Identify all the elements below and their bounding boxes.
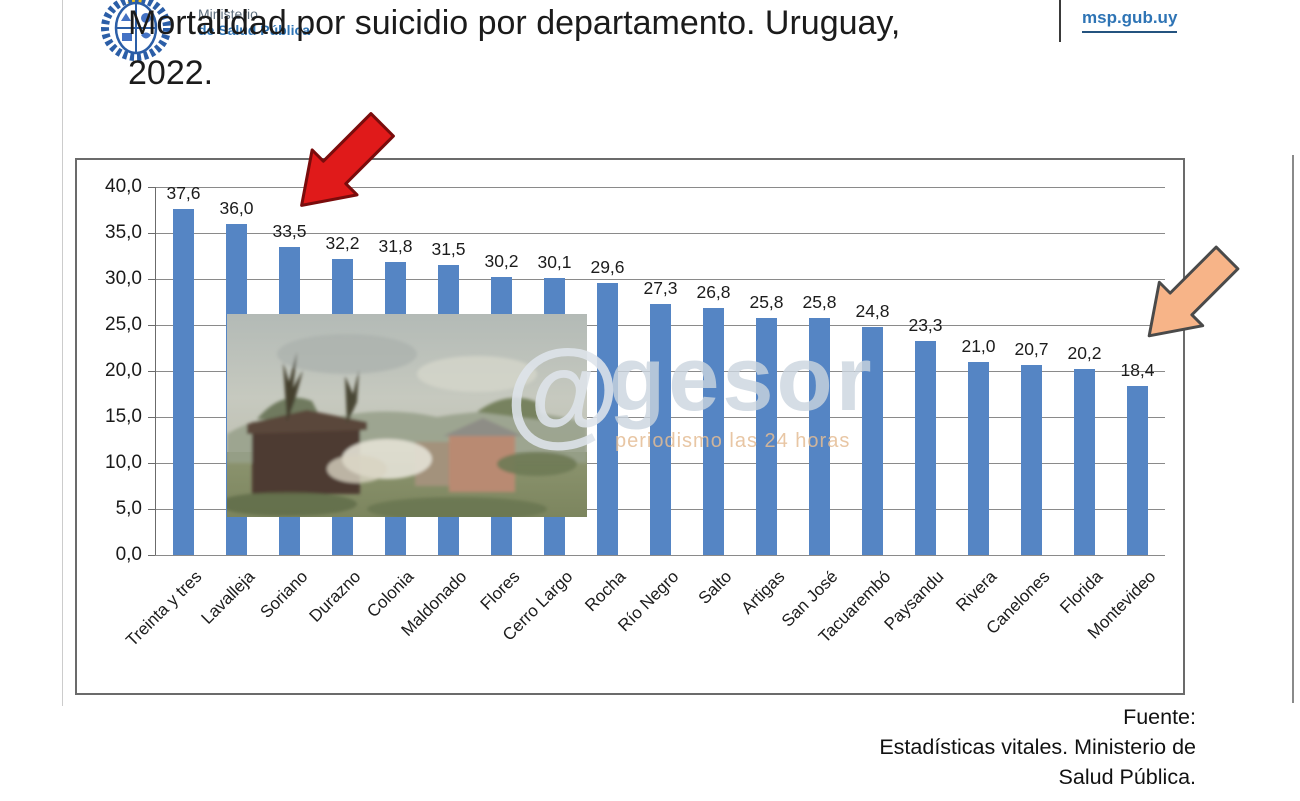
bar xyxy=(173,209,194,555)
bar-value-label: 33,5 xyxy=(272,220,307,241)
bar-value-label: 31,8 xyxy=(378,236,413,257)
uruguay-coat-of-arms-logo xyxy=(99,0,173,66)
y-axis-tick-label: 40,0 xyxy=(105,176,142,197)
bar xyxy=(650,303,671,555)
y-axis-tick xyxy=(148,555,155,556)
bar-value-label: 36,0 xyxy=(219,197,254,218)
y-axis-line xyxy=(155,187,156,555)
y-axis-tick-label: 20,0 xyxy=(105,360,142,381)
slide-title: Mortalidad por suicidio por departamento… xyxy=(128,6,1198,90)
bar-value-label: 25,8 xyxy=(749,291,784,312)
bar xyxy=(756,317,777,555)
y-axis-tick-label: 5,0 xyxy=(115,498,142,519)
msp-website-link[interactable]: msp.gub.uy xyxy=(1082,8,1178,33)
y-axis-tick-label: 0,0 xyxy=(115,544,142,565)
y-axis-tick xyxy=(148,279,155,280)
gridline xyxy=(155,233,1165,234)
bar-value-label: 25,8 xyxy=(802,291,837,312)
bar xyxy=(703,308,724,555)
bar-value-label: 37,6 xyxy=(166,183,201,204)
slide-title-line2: 2022. xyxy=(128,54,214,92)
landscape-painting-overlay xyxy=(217,314,587,521)
ministry-wordmark: Ministerio de Salud Pública xyxy=(198,6,310,38)
bar-value-label: 30,2 xyxy=(484,251,519,272)
bar xyxy=(968,361,989,555)
gridline xyxy=(155,555,1165,556)
bar-value-label: 27,3 xyxy=(643,277,678,298)
y-axis-tick-label: 35,0 xyxy=(105,222,142,243)
y-axis-tick-label: 15,0 xyxy=(105,406,142,427)
slide-edge-line-left xyxy=(62,0,63,706)
y-axis-tick xyxy=(148,509,155,510)
bar xyxy=(597,282,618,555)
y-axis-tick xyxy=(148,325,155,326)
watermark-name: gesor xyxy=(609,328,875,430)
bar-value-label: 21,0 xyxy=(961,335,996,356)
bar xyxy=(862,326,883,555)
bar xyxy=(1127,385,1148,555)
bar-value-label: 26,8 xyxy=(696,282,731,303)
ministry-name-line2: de Salud Pública xyxy=(198,22,311,39)
bar-value-label: 23,3 xyxy=(908,314,943,335)
source-note: Fuente: Estadísticas vitales. Ministerio… xyxy=(700,702,1196,792)
source-line3: Salud Pública. xyxy=(1058,765,1196,790)
bar-value-label: 24,8 xyxy=(855,300,890,321)
top-right-divider-line xyxy=(1059,0,1061,42)
source-line2: Estadísticas vitales. Ministerio de xyxy=(879,735,1196,760)
bar xyxy=(1074,369,1095,555)
bar-value-label: 32,2 xyxy=(325,232,360,253)
y-axis-tick xyxy=(148,187,155,188)
ministry-name-line1: Ministerio xyxy=(198,6,258,22)
bar-value-label: 20,7 xyxy=(1014,338,1049,359)
bar-value-label: 31,5 xyxy=(431,239,466,260)
bar xyxy=(1021,364,1042,555)
bar-value-label: 20,2 xyxy=(1067,343,1102,364)
y-axis-tick xyxy=(148,371,155,372)
gridline xyxy=(155,279,1165,280)
y-axis-tick xyxy=(148,417,155,418)
y-axis-tick-label: 10,0 xyxy=(105,452,142,473)
y-axis-tick xyxy=(148,233,155,234)
orange-arrow-annotation-icon xyxy=(1135,231,1253,356)
slide-edge-line-right xyxy=(1292,155,1294,703)
y-axis-tick-label: 25,0 xyxy=(105,314,142,335)
bar-value-label: 18,4 xyxy=(1120,359,1155,380)
bar xyxy=(809,317,830,555)
bar-value-label: 29,6 xyxy=(590,256,625,277)
gridline xyxy=(155,187,1165,188)
source-line1: Fuente: xyxy=(1123,705,1196,729)
bar-value-label: 30,1 xyxy=(537,252,572,273)
y-axis-tick xyxy=(148,463,155,464)
bar-chart: @ gesor periodismo las 24 horas 0,0 5,0 10… xyxy=(75,158,1185,695)
red-arrow-annotation-icon xyxy=(287,97,409,226)
slide-title-line1: Mortalidad por suicidio por departamento… xyxy=(128,4,901,42)
y-axis-tick-label: 30,0 xyxy=(105,268,142,289)
bar xyxy=(915,340,936,555)
